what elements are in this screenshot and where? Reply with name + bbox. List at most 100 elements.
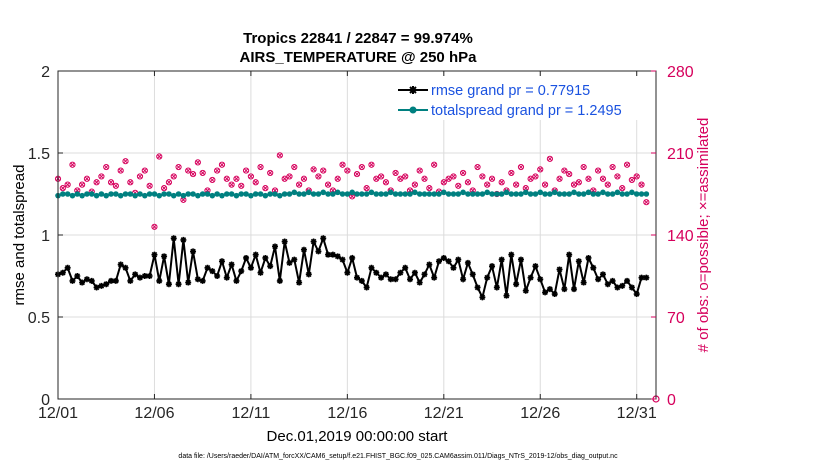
spread-point [527,191,534,197]
rmse-point [624,277,631,284]
obs-possible-point [508,169,515,177]
spread-point [281,191,288,197]
obs-assimilated-point [484,182,490,187]
rmse-point [209,268,216,275]
rmse-point [382,271,389,278]
spread-point [185,191,192,197]
rmse-point [146,273,153,279]
rmse-point [431,274,438,281]
rmse-point [296,279,303,286]
spread-point [238,191,245,197]
spread-point [199,191,206,197]
obs-possible-point [643,199,650,206]
spread-point [195,192,201,199]
obs-assimilated-point [581,164,587,170]
obs-assimilated-point [325,182,331,187]
obs-possible-point [628,176,635,184]
obs-assimilated-point [79,182,85,187]
rmse-point [291,256,298,263]
obs-possible-point [300,175,308,182]
spread-point [580,191,587,197]
rmse-point [190,248,197,255]
spread-point [108,191,114,197]
spread-point [113,191,119,197]
obs-possible-point [459,169,467,177]
obs-possible-point [247,173,255,180]
obs-possible-point [127,179,134,186]
obs-assimilated-point [185,168,191,173]
spread-point [368,189,375,196]
obs-possible-point [402,173,409,180]
spread-point [407,191,413,197]
left-y-axis-label: rmse and totalspread [11,165,28,306]
spread-point [209,192,216,199]
rmse-point [170,235,177,242]
obs-possible-point [464,179,472,186]
spread-point [474,191,481,197]
spread-point [257,191,264,197]
obs-possible-point [107,179,115,186]
obs-possible-point [440,179,447,186]
obs-assimilated-point [277,152,283,158]
obs-assimilated-point [301,176,307,182]
obs-assimilated-point [523,185,529,191]
obs-assimilated-point [513,182,519,187]
spread-point [508,191,515,197]
obs-possible-point [484,181,491,188]
obs-possible-point [358,163,365,171]
rmse-point [132,271,139,278]
obs-assimilated-point [571,182,577,187]
obs-possible-point [257,163,264,171]
rmse-point [165,281,172,288]
spread-point [122,191,129,197]
obs-possible-point [619,185,626,192]
rmse-point [537,276,544,283]
obs-possible-point [281,175,288,182]
data-file-footnote: data file: /Users/raeder/DAI/ATM_forcXX/… [178,453,618,460]
obs-possible-point [103,163,110,171]
spread-point [344,191,351,197]
rmse-point [513,281,520,288]
spread-point [397,191,404,197]
obs-possible-point [175,163,182,171]
rmse-point [387,276,394,283]
spread-point [566,191,572,197]
legend-spread-marker [409,106,417,114]
obs-possible-point [160,185,168,192]
obs-possible-point [334,175,341,182]
spread-point [576,191,582,197]
rmse-point [156,277,163,284]
rmse-point [151,251,158,258]
obs-possible-point [532,173,539,180]
rmse-point [233,277,240,284]
obs-assimilated-point [465,179,471,185]
rmse-point [286,259,293,266]
right-y-tick-label: 0 [667,392,676,409]
rmse-point [83,276,90,283]
obs-possible-point [214,167,221,174]
right-y-tick-label: 210 [667,146,694,163]
obs-assimilated-point [234,176,239,182]
obs-assimilated-point [610,164,615,170]
obs-assimilated-point [402,174,408,179]
obs-assimilated-point [224,176,230,182]
obs-assimilated-point [566,171,572,177]
obs-possible-point [353,170,361,178]
obs-possible-point [185,167,192,174]
rmse-point [69,277,76,284]
rmse-point [238,268,245,275]
obs-possible-point [537,166,544,173]
obs-assimilated-point [349,193,355,199]
spread-point [272,191,278,197]
rmse-point [575,258,582,265]
spread-point [542,191,548,197]
obs-assimilated-point [60,185,66,191]
x-tick-label: 12/01 [38,405,78,422]
spread-point [64,191,71,197]
spread-point [643,191,650,197]
obs-assimilated-point [508,170,514,176]
rmse-point [112,277,119,284]
rmse-point [407,276,414,283]
x-tick-label: 12/16 [327,405,367,422]
rmse-point [590,264,597,271]
